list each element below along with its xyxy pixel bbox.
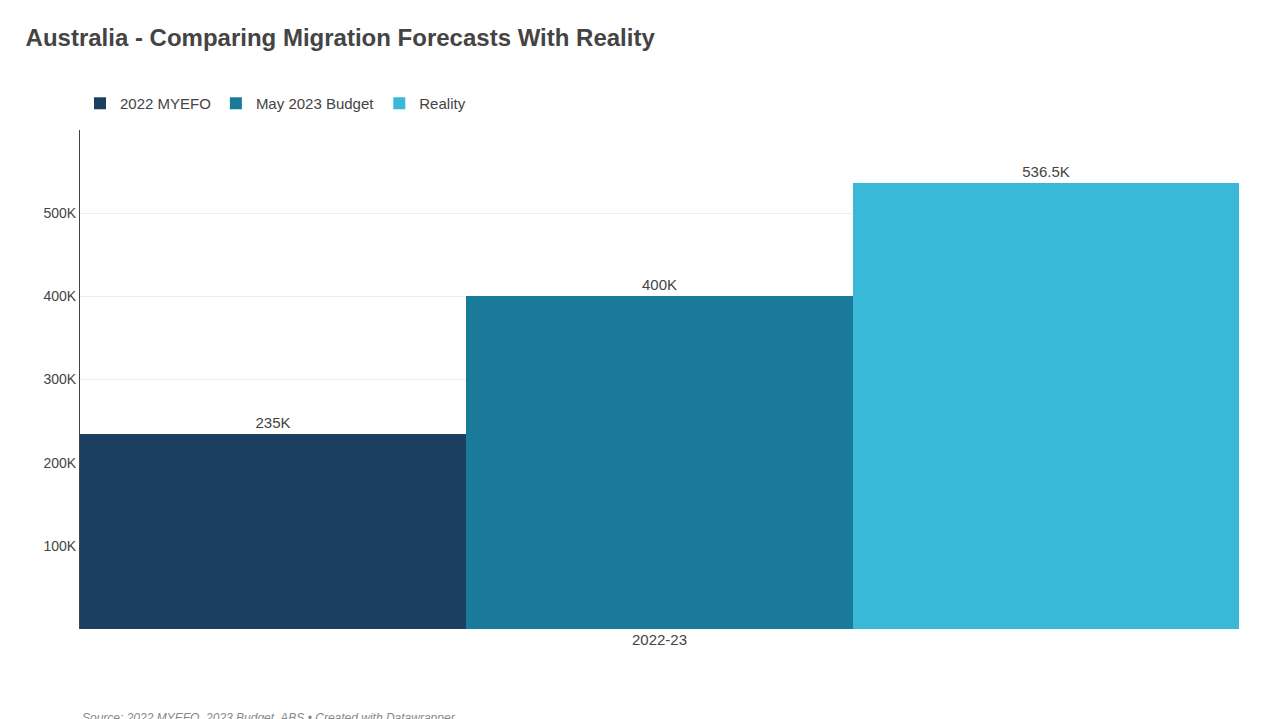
svg-text:2022-23: 2022-23	[632, 631, 687, 648]
svg-text:May 2023 Budget: May 2023 Budget	[256, 95, 374, 112]
svg-text:Source: 2022 MYEFO, 2023 Budge: Source: 2022 MYEFO, 2023 Budget, ABS • C…	[82, 711, 456, 719]
svg-text:400K: 400K	[642, 276, 677, 293]
svg-text:300K: 300K	[43, 371, 76, 387]
svg-text:Australia - Comparing Migratio: Australia - Comparing Migration Forecast…	[26, 24, 656, 51]
svg-text:400K: 400K	[43, 288, 76, 304]
svg-text:500K: 500K	[43, 205, 76, 221]
svg-text:200K: 200K	[43, 455, 76, 471]
svg-text:235K: 235K	[255, 414, 290, 431]
svg-text:2022 MYEFO: 2022 MYEFO	[120, 95, 211, 112]
svg-text:536.5K: 536.5K	[1022, 163, 1070, 180]
svg-text:Reality: Reality	[419, 95, 465, 112]
svg-text:100K: 100K	[43, 538, 76, 554]
